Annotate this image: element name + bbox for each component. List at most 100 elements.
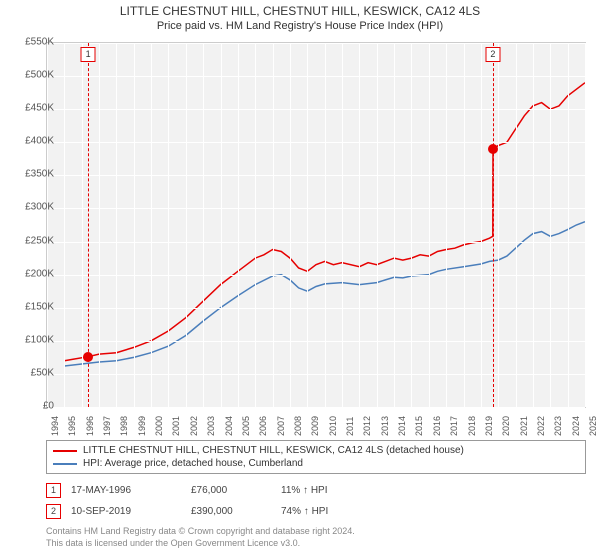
legend-swatch: [53, 450, 77, 452]
gridline-h: [47, 43, 585, 44]
y-axis-label: £50K: [10, 367, 54, 378]
x-axis-label: 2006: [258, 416, 268, 436]
event-row: 210-SEP-2019£390,00074% ↑ HPI: [46, 501, 381, 522]
x-axis-label: 2025: [588, 416, 598, 436]
legend-item: HPI: Average price, detached house, Cumb…: [53, 457, 579, 470]
event-line: [493, 43, 494, 407]
event-tag: 1: [81, 47, 96, 62]
gridline-v: [550, 43, 551, 407]
gridline-v: [498, 43, 499, 407]
gridline-h: [47, 407, 585, 408]
gridline-h: [47, 208, 585, 209]
gridline-v: [464, 43, 465, 407]
y-axis-label: £500K: [10, 70, 54, 81]
gridline-v: [134, 43, 135, 407]
gridline-v: [359, 43, 360, 407]
gridline-v: [585, 43, 586, 407]
legend-label: LITTLE CHESTNUT HILL, CHESTNUT HILL, KES…: [83, 445, 464, 456]
gridline-v: [568, 43, 569, 407]
event-row-tag: 2: [46, 504, 61, 519]
event-tag: 2: [485, 47, 500, 62]
x-axis-label: 1997: [102, 416, 112, 436]
gridline-v: [307, 43, 308, 407]
gridline-v: [446, 43, 447, 407]
gridline-v: [377, 43, 378, 407]
event-marker: [83, 352, 93, 362]
gridline-v: [151, 43, 152, 407]
x-axis-label: 2018: [467, 416, 477, 436]
gridline-v: [533, 43, 534, 407]
gridline-h: [47, 242, 585, 243]
x-axis-label: 2009: [310, 416, 320, 436]
x-axis-label: 2024: [571, 416, 581, 436]
x-axis-label: 2016: [432, 416, 442, 436]
event-row-delta: 11% ↑ HPI: [281, 485, 381, 496]
y-axis-label: £200K: [10, 268, 54, 279]
gridline-v: [221, 43, 222, 407]
gridline-v: [411, 43, 412, 407]
x-axis-label: 2015: [414, 416, 424, 436]
gridline-v: [394, 43, 395, 407]
y-axis-label: £450K: [10, 103, 54, 114]
event-row: 1 17-MAY-1996 £76,000 11% ↑ HPI: [46, 480, 381, 501]
x-axis-label: 1998: [119, 416, 129, 436]
x-axis-label: 2010: [328, 416, 338, 436]
x-axis-label: 2000: [154, 416, 164, 436]
x-axis-label: 2002: [189, 416, 199, 436]
x-axis-label: 2017: [449, 416, 459, 436]
legend-item: LITTLE CHESTNUT HILL, CHESTNUT HILL, KES…: [53, 444, 579, 457]
events-table: 1 17-MAY-1996 £76,000 11% ↑ HPI 2 10-SEP-2019…: [46, 480, 381, 522]
event-row-tag: 1: [46, 483, 61, 498]
chart-area: 12: [46, 42, 586, 408]
x-axis-label: 2011: [345, 417, 355, 436]
gridline-v: [273, 43, 274, 407]
x-axis-label: 2019: [484, 416, 494, 436]
x-axis-label: 1995: [67, 416, 77, 436]
x-axis-label: 1994: [50, 416, 60, 436]
y-axis-label: £0: [10, 401, 54, 412]
gridline-v: [516, 43, 517, 407]
event-row-date: 10-SEP-2019: [71, 506, 181, 517]
event-row-date: 17-MAY-1996: [71, 485, 181, 496]
gridline-v: [325, 43, 326, 407]
footer-line: Contains HM Land Registry data © Crown c…: [46, 526, 355, 538]
gridline-h: [47, 175, 585, 176]
event-row-price: £76,000: [191, 485, 271, 496]
page-title: LITTLE CHESTNUT HILL, CHESTNUT HILL, KES…: [0, 0, 600, 18]
gridline-v: [481, 43, 482, 407]
gridline-v: [116, 43, 117, 407]
footer-line: This data is licensed under the Open Gov…: [46, 538, 355, 550]
x-axis-label: 2020: [501, 416, 511, 436]
y-axis-label: £400K: [10, 136, 54, 147]
x-axis-label: 2007: [276, 416, 286, 436]
gridline-v: [47, 43, 48, 407]
x-axis-label: 2023: [553, 416, 563, 436]
y-axis-label: £250K: [10, 235, 54, 246]
gridline-h: [47, 76, 585, 77]
gridline-v: [168, 43, 169, 407]
gridline-v: [186, 43, 187, 407]
gridline-h: [47, 308, 585, 309]
gridline-v: [342, 43, 343, 407]
x-axis-label: 1999: [137, 416, 147, 436]
event-marker: [488, 144, 498, 154]
legend-swatch: [53, 463, 77, 465]
footer-attribution: Contains HM Land Registry data © Crown c…: [46, 526, 355, 549]
y-axis-label: £550K: [10, 37, 54, 48]
y-axis-label: £150K: [10, 301, 54, 312]
legend-label: HPI: Average price, detached house, Cumb…: [83, 458, 303, 469]
x-axis-label: 2021: [519, 416, 529, 436]
y-axis-label: £350K: [10, 169, 54, 180]
event-row-delta: 74% ↑ HPI: [281, 506, 381, 517]
gridline-v: [99, 43, 100, 407]
gridline-h: [47, 142, 585, 143]
x-axis-label: 2012: [362, 416, 372, 436]
y-axis-label: £300K: [10, 202, 54, 213]
x-axis-label: 2013: [380, 416, 390, 436]
x-axis-label: 2001: [171, 416, 181, 436]
x-axis-label: 2014: [397, 416, 407, 436]
gridline-v: [255, 43, 256, 407]
gridline-v: [290, 43, 291, 407]
x-axis-label: 2022: [536, 416, 546, 436]
gridline-v: [82, 43, 83, 407]
